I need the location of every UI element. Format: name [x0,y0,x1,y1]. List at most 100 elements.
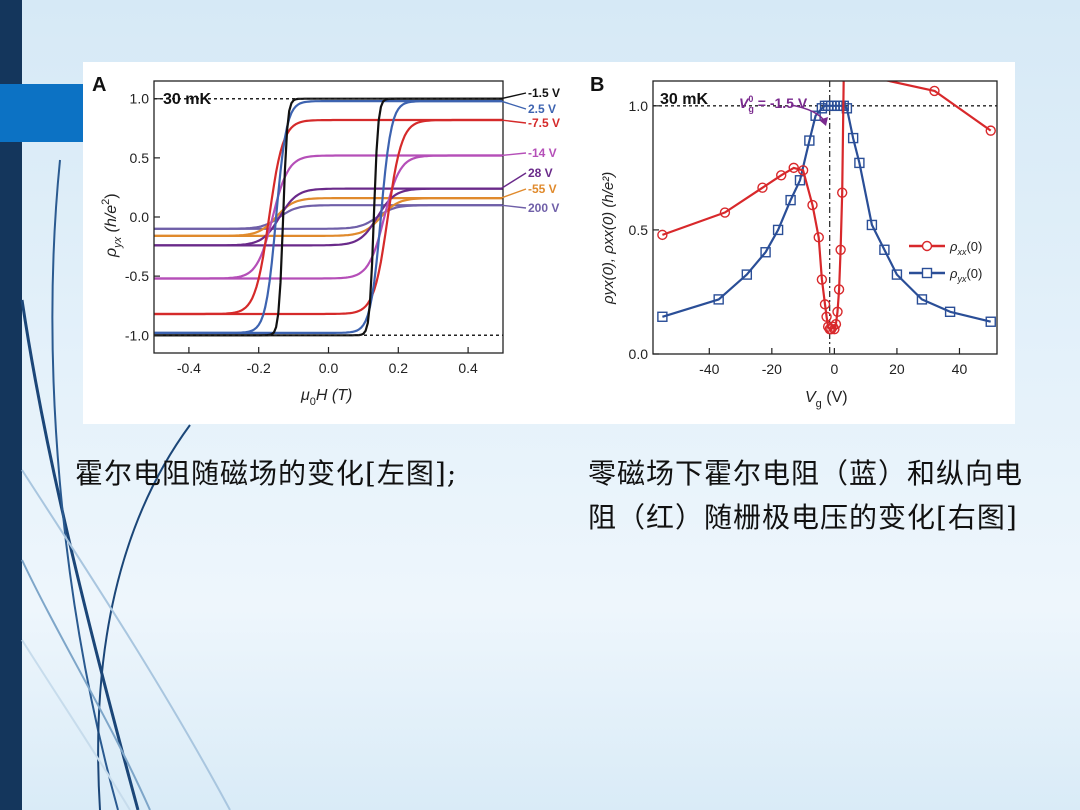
legend-label: ρxx(0) [949,239,982,257]
decorative-curve [21,639,131,810]
figure-svg: A 30 mK -0.4 -0.2 0.0 0.2 0.4 -1.0 -0.5 0.0 0.5 1… [92,67,998,410]
decorative-curve [97,424,191,810]
panel-b-temperature: 30 mK [660,91,708,108]
panel-b-series [653,67,997,354]
y-tick-label: -1.0 [125,327,149,343]
decorative-curve [51,159,119,810]
hysteresis-curve-down [154,97,503,337]
y-tick-label: 0.0 [130,209,150,225]
data-point [788,162,799,174]
panel-b: B 30 mK V0 g = -1.5 V -40 -20 0 20 40 0.0 0.5 1.… [590,67,998,410]
panel-b-annotation-arrowhead [819,117,828,126]
legend-marker [921,267,933,279]
panel-a-label: A [92,74,106,96]
y-tick-label: 0.5 [130,150,150,166]
data-point [944,306,956,318]
legend-arrow [500,100,527,110]
legend-label: 200 V [528,201,559,215]
y-tick-label: 1.0 [130,91,150,107]
data-point [819,299,831,310]
data-point [837,187,848,198]
legend-label: -55 V [528,182,557,196]
panel-b-ylabel: ρyx(0), ρxx(0) (h/e²) [600,172,617,305]
data-point [835,244,846,255]
data-point [891,269,903,280]
panel-a: A 30 mK -0.4 -0.2 0.0 0.2 0.4 -1.0 -0.5 0.0 0.5 1… [92,74,560,408]
data-point [833,284,845,295]
legend-label: -1.5 V [528,86,560,100]
x-tick-label: 20 [889,361,905,377]
hysteresis-curve-up [154,118,503,316]
x-tick-label: 0.2 [389,360,409,376]
data-point [866,219,878,231]
y-tick-label: -0.5 [125,268,149,284]
data-point [827,321,839,332]
hysteresis-curve-up [154,100,503,334]
x-tick-label: 40 [952,361,968,377]
x-tick-label: 0.4 [458,360,478,376]
data-point [794,175,806,186]
x-tick-label: 0 [830,361,838,377]
data-point [797,165,809,176]
hysteresis-curve-down [154,118,503,316]
data-point [929,85,940,97]
y-tick-label: 0.5 [629,222,649,238]
panel-b-plot [653,67,997,354]
data-point [985,125,996,136]
panel-a-temperature: 30 mK [163,91,211,108]
hysteresis-curve-down [154,204,503,230]
y-tick-label: 0.0 [629,346,649,362]
hysteresis-curve-up [154,204,503,230]
data-point [813,232,824,243]
hysteresis-curve-up [154,154,503,280]
x-tick-label: 0.0 [319,360,339,376]
x-tick-label: -20 [762,361,782,377]
data-point [760,247,771,258]
data-point [657,311,668,322]
data-point [657,229,668,241]
hysteresis-curve-down [154,197,503,237]
data-point [821,311,832,322]
data-point [741,269,753,280]
hysteresis-curve-down [154,100,503,334]
data-point [847,132,859,144]
panel-b-annotation: V0 g = -1.5 V [739,94,808,114]
data-point [807,199,818,211]
data-point [832,306,843,318]
x-tick-label: -40 [699,361,719,377]
panel-a-xlabel: μ0H (T) [300,387,352,408]
data-point [757,182,768,193]
legend-label: ρyx(0) [949,266,982,284]
panel-b-legend: ρxx(0) ρyx(0) [909,239,982,284]
legend-label: -7.5 V [528,116,560,130]
panel-b-axes-frame [652,80,998,355]
x-tick-label: -0.4 [177,360,201,376]
data-point [879,244,890,255]
hysteresis-curve-down [154,154,503,280]
data-point [804,135,815,146]
legend-label: 28 V [528,166,553,180]
decorative-curve [21,559,151,810]
panel-a-axes-frame [153,80,504,354]
panel-a-reference-lines [154,98,503,336]
data-point [776,170,787,181]
panel-a-ylabel: ρyx (h/e2) [100,193,124,258]
sidebar-bar [0,0,22,810]
legend-label: 2.5 V [528,102,556,116]
hysteresis-curve-up [154,97,503,337]
y-tick-label: 1.0 [629,98,649,114]
data-point [830,319,842,330]
data-point [829,323,840,335]
data-point [713,294,724,305]
data-point [719,207,731,218]
legend-arrow [500,92,527,100]
panel-a-legend: -1.5 V 2.5 V-7.5 V -14 V 28 V -55 V 200 V [500,86,560,215]
legend-marker [921,240,933,252]
panel-a-curves [154,97,503,337]
data-point [839,67,848,76]
data-point [854,157,865,169]
decorative-curve [21,469,231,810]
hysteresis-curve-up [154,197,503,237]
data-point [772,224,784,236]
